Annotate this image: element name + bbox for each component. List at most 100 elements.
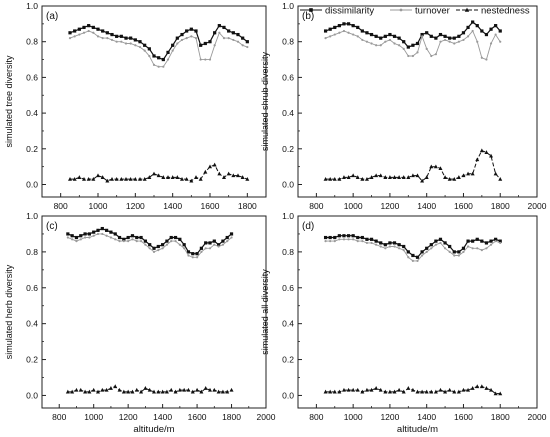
data-point-dissimilarity — [397, 36, 401, 40]
data-point-turnover — [232, 38, 235, 42]
data-point-nestedness — [128, 176, 133, 181]
x-axis-label: altitude/m — [133, 424, 174, 435]
data-point-nestedness — [100, 175, 105, 179]
data-point-dissimilarity — [229, 232, 234, 236]
data-point-turnover — [411, 54, 415, 58]
data-point-turnover — [96, 35, 100, 38]
data-point-nestedness — [220, 389, 225, 394]
data-point-turnover — [124, 42, 128, 45]
data-point-nestedness — [194, 175, 198, 179]
data-point-nestedness — [341, 175, 346, 179]
data-point-nestedness — [387, 175, 392, 179]
panel-d: 800 1000 1200 1400 1600 1800 2000 0.0 0.2 0.4 0.6 0… — [260, 211, 547, 435]
x-tick-label: 1000 — [344, 412, 363, 422]
data-point-nestedness — [208, 387, 212, 392]
data-point-turnover — [161, 247, 164, 250]
data-point-nestedness — [166, 175, 170, 179]
y-tick-label: 0.2 — [282, 144, 294, 154]
data-point-dissimilarity — [415, 255, 420, 259]
y-tick-label: 0.8 — [26, 247, 38, 257]
data-point-dissimilarity — [392, 241, 397, 245]
data-point-nestedness — [456, 175, 461, 179]
data-point-dissimilarity — [379, 241, 383, 245]
x-tick-label: 1600 — [188, 412, 207, 422]
data-point-nestedness — [475, 384, 480, 389]
data-point-nestedness — [415, 389, 420, 394]
plot-frame — [297, 5, 538, 198]
y-tick-label: 1.0 — [26, 1, 38, 11]
data-point-dissimilarity — [360, 235, 364, 240]
data-point-dissimilarity — [169, 235, 173, 240]
data-point-dissimilarity — [411, 43, 415, 47]
data-point-nestedness — [170, 175, 175, 179]
data-point-dissimilarity — [420, 250, 424, 254]
data-point-dissimilarity — [217, 24, 221, 28]
y-tick-label: 0.2 — [26, 144, 38, 154]
data-point-nestedness — [147, 175, 152, 179]
data-point-dissimilarity — [87, 232, 91, 236]
data-point-turnover — [218, 31, 221, 34]
data-point-turnover — [471, 247, 474, 250]
plot-frame — [41, 215, 267, 409]
data-point-dissimilarity — [91, 25, 95, 30]
data-point-nestedness — [447, 387, 452, 392]
y-tick-label: 0.2 — [26, 355, 38, 365]
data-point-dissimilarity — [356, 235, 360, 240]
data-point-turnover — [120, 40, 123, 43]
legend: dissimilarity turnover nestedness — [300, 6, 530, 17]
data-point-nestedness — [143, 386, 148, 390]
data-point-dissimilarity — [333, 25, 337, 30]
data-point-nestedness — [156, 389, 161, 394]
data-point-dissimilarity — [241, 36, 245, 40]
data-point-nestedness — [420, 178, 425, 183]
data-point-dissimilarity — [466, 239, 470, 243]
data-point-turnover — [443, 38, 447, 42]
data-point-dissimilarity — [406, 250, 410, 254]
data-point-turnover — [466, 35, 470, 38]
data-point-nestedness — [466, 387, 471, 392]
data-point-nestedness — [452, 176, 457, 181]
data-point-dissimilarity — [221, 239, 225, 243]
data-point-turnover — [92, 31, 95, 34]
y-tick-label: 1.0 — [26, 211, 38, 221]
data-point-turnover — [88, 236, 91, 239]
data-point-turnover — [365, 40, 369, 43]
x-tick-label: 1000 — [89, 201, 108, 211]
data-point-nestedness — [323, 176, 328, 181]
data-point-turnover — [227, 37, 230, 40]
data-point-nestedness — [351, 173, 356, 178]
data-point-nestedness — [240, 175, 245, 179]
data-point-nestedness — [328, 389, 333, 394]
data-point-dissimilarity — [323, 235, 328, 240]
data-point-turnover — [180, 38, 184, 42]
data-point-turnover — [208, 247, 212, 250]
data-point-turnover — [87, 29, 90, 33]
data-point-turnover — [338, 238, 341, 241]
data-point-dissimilarity — [77, 27, 81, 31]
data-point-turnover — [333, 240, 336, 243]
data-point-dissimilarity — [388, 241, 392, 245]
data-point-dissimilarity — [135, 235, 139, 240]
y-tick-label: 0.4 — [26, 108, 38, 118]
data-point-dissimilarity — [383, 34, 387, 38]
y-tick-label: 0.4 — [282, 319, 294, 329]
data-point-turnover — [92, 234, 95, 237]
data-point-nestedness — [142, 176, 147, 181]
data-point-dissimilarity — [138, 40, 142, 44]
data-point-turnover — [457, 40, 460, 43]
data-point-turnover — [143, 49, 146, 52]
data-point-nestedness — [493, 171, 498, 176]
data-point-turnover — [329, 35, 332, 38]
y-tick-label: 0.6 — [26, 283, 38, 293]
data-point-dissimilarity — [152, 246, 156, 250]
data-point-dissimilarity — [452, 36, 456, 40]
data-point-dissimilarity — [178, 237, 182, 241]
data-point-nestedness — [74, 387, 79, 392]
data-point-turnover — [416, 51, 419, 54]
data-point-dissimilarity — [489, 27, 493, 31]
data-point-dissimilarity — [346, 234, 351, 238]
legend-item-turnover: turnover — [390, 6, 450, 17]
data-point-dissimilarity — [96, 228, 100, 232]
data-point-dissimilarity — [328, 27, 332, 31]
data-point-turnover — [185, 37, 188, 40]
